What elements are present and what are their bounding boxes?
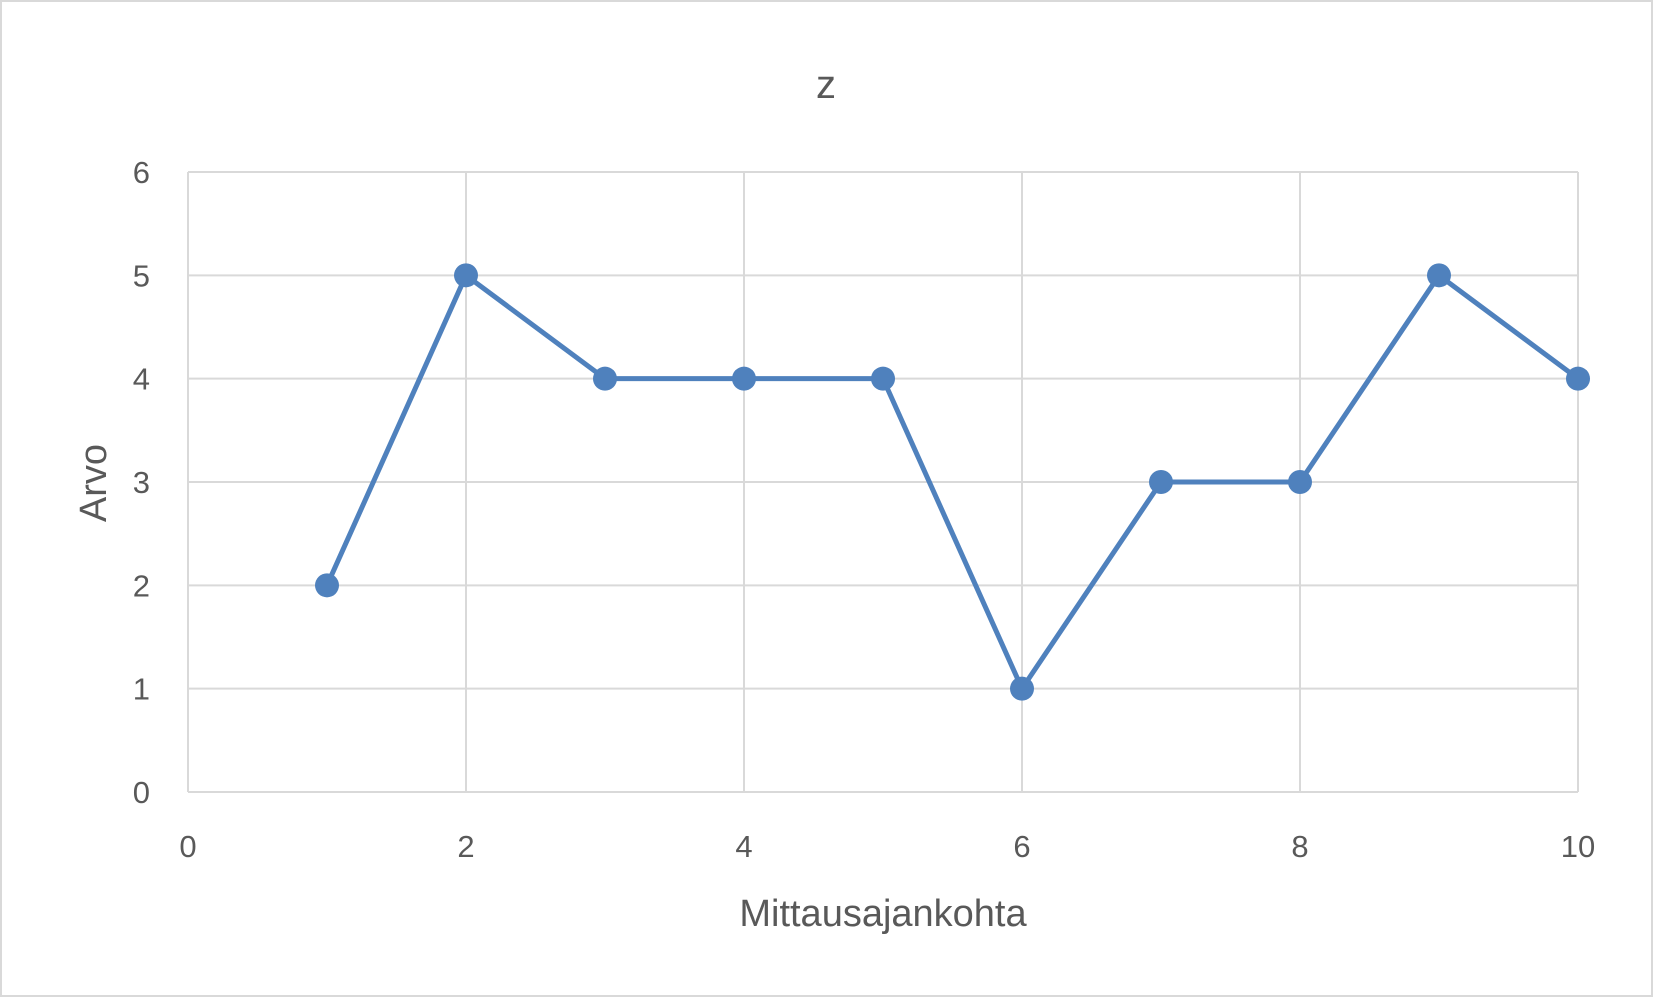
x-tick-label: 0 — [179, 829, 196, 864]
data-point — [315, 573, 339, 598]
y-axis-title: Arvo — [73, 444, 115, 522]
tick-labels: 0 1 2 3 4 5 6 0 2 4 6 8 10 — [133, 155, 1595, 864]
data-series — [315, 263, 1590, 701]
data-point — [593, 366, 617, 391]
y-tick-label: 6 — [133, 155, 150, 190]
data-point — [871, 366, 895, 391]
y-tick-label: 3 — [133, 465, 150, 500]
x-tick-label: 8 — [1291, 829, 1308, 864]
data-point — [1427, 263, 1451, 288]
y-tick-label: 4 — [133, 362, 150, 397]
x-tick-label: 10 — [1561, 829, 1595, 864]
x-tick-label: 4 — [735, 829, 752, 864]
y-tick-label: 5 — [133, 258, 150, 293]
y-tick-label: 0 — [133, 775, 150, 810]
data-point — [1149, 470, 1173, 494]
y-tick-label: 2 — [133, 568, 150, 603]
chart-title: z — [816, 63, 836, 107]
gridlines — [187, 171, 1579, 792]
data-point — [1566, 366, 1590, 391]
x-axis-title: Mittausajankohta — [739, 893, 1027, 935]
x-tick-label: 6 — [1013, 829, 1030, 864]
data-point — [732, 366, 756, 391]
data-point — [1010, 676, 1034, 701]
series-line — [324, 272, 1580, 692]
x-tick-label: 2 — [457, 829, 474, 864]
data-point — [454, 263, 478, 288]
y-tick-label: 1 — [133, 672, 150, 707]
data-point — [1288, 470, 1312, 494]
